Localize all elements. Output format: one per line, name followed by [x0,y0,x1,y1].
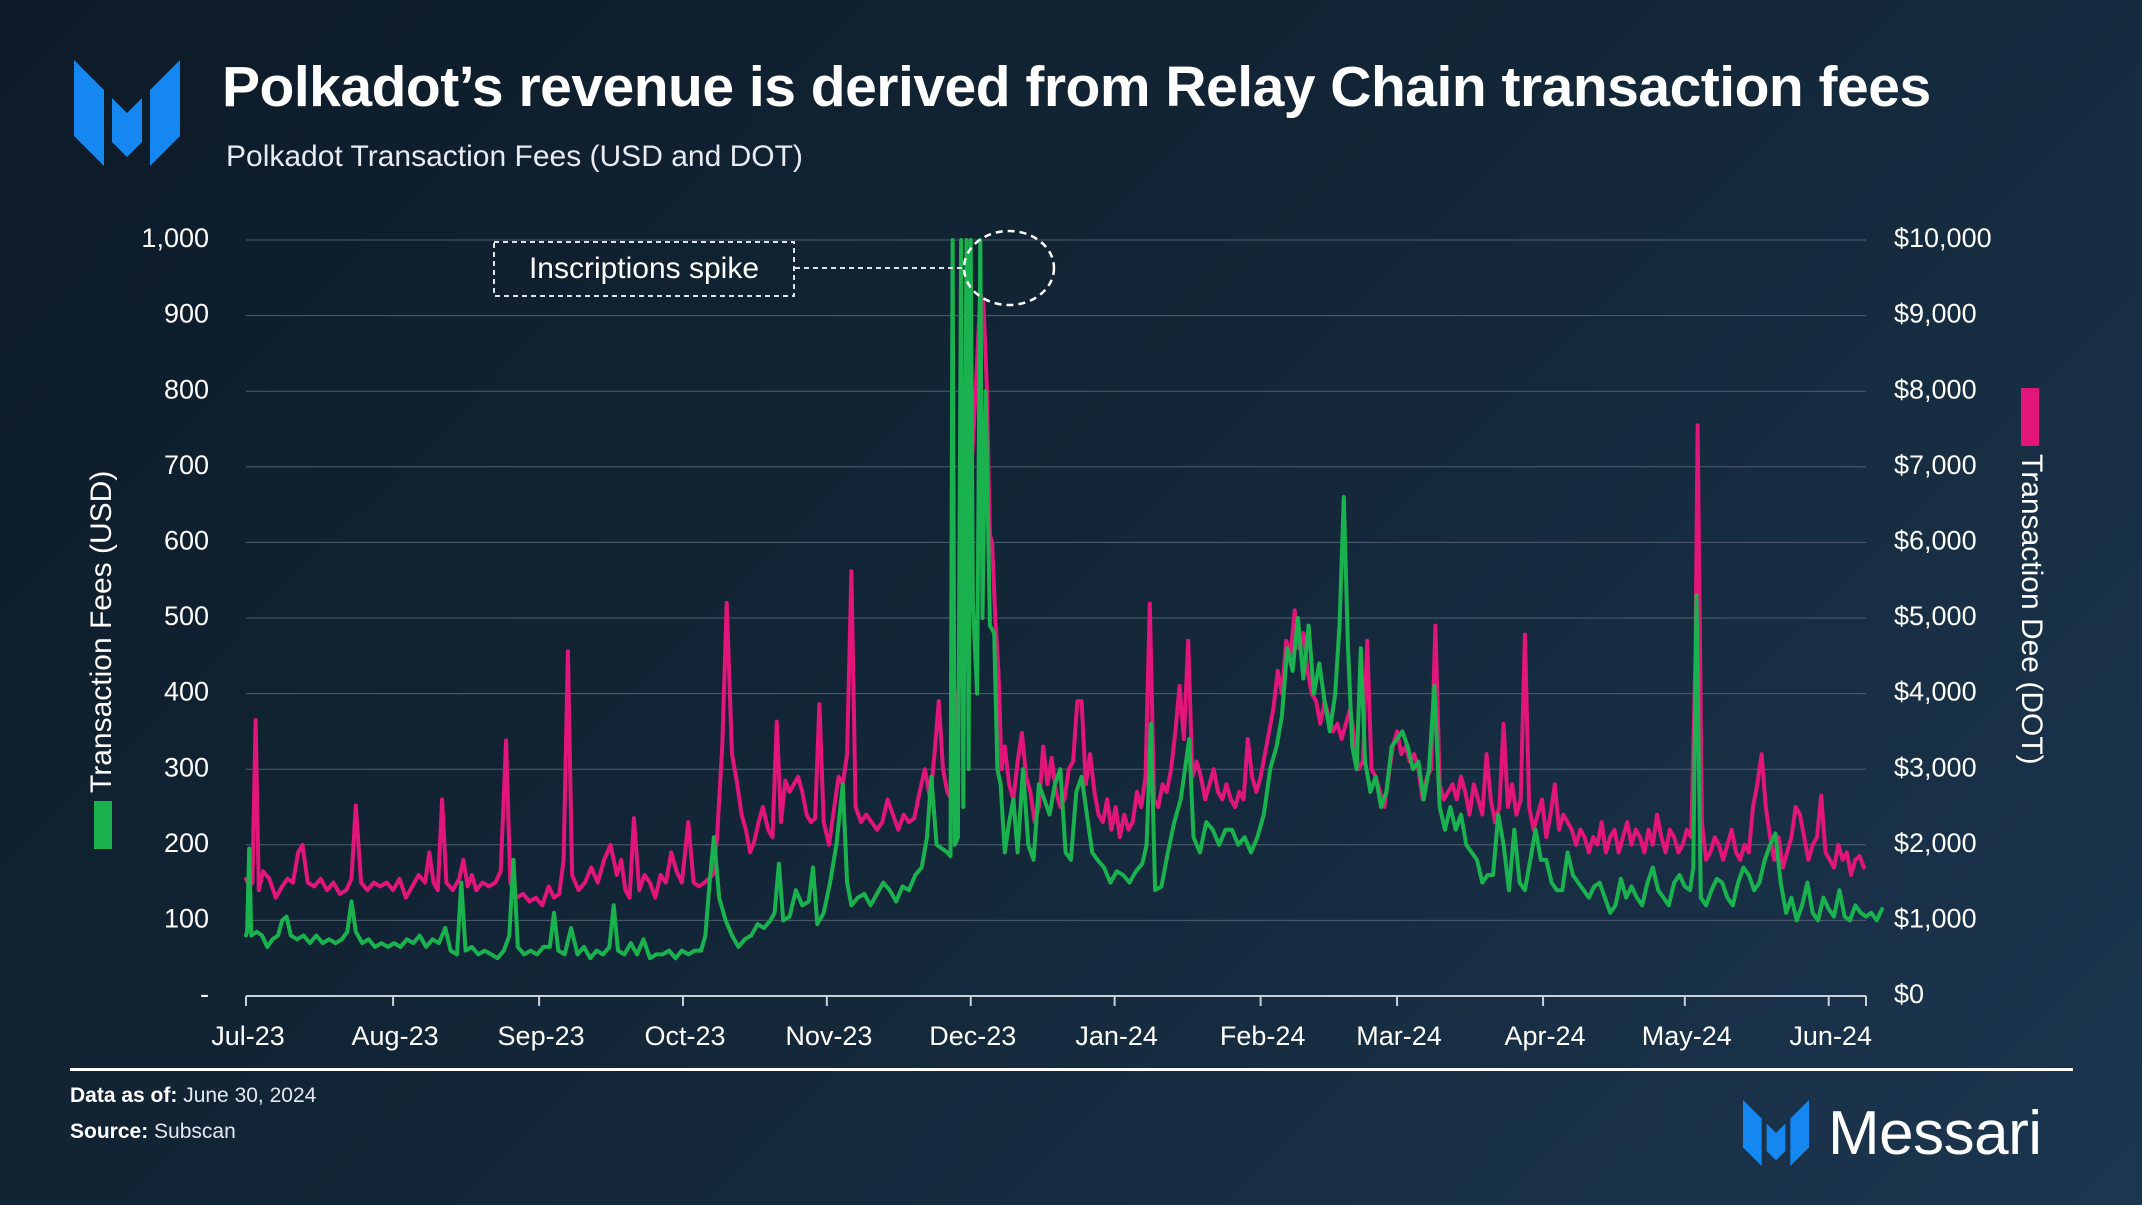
left-tick-label: 800 [164,374,209,404]
x-tick-label: Sep-23 [498,1021,585,1051]
left-tick-label: - [200,979,209,1009]
right-tick-label: $4,000 [1894,677,1977,707]
source-label: Source: [70,1120,149,1143]
page-title: Polkadot’s revenue is derived from Relay… [222,55,1931,119]
left-tick-label: 700 [164,450,209,480]
annotation-label: Inscriptions spike [529,252,759,285]
right-tick-label: $8,000 [1894,374,1977,404]
messari-logo-icon [74,60,180,166]
left-axis-label: Transaction Fees (USD) [85,471,118,793]
annotation-highlight-circle [962,229,1056,307]
data-series [244,238,1884,961]
left-axis-tick-labels: - 100 200 300 400 500 600 700 800 900 1,000 [141,223,209,1009]
x-tick-label: Jun-24 [1789,1021,1872,1051]
right-tick-label: $9,000 [1894,299,1977,329]
x-tick-label: Oct-23 [644,1021,725,1051]
chart-subtitle: Polkadot Transaction Fees (USD and DOT) [226,140,803,173]
x-tick-label: Jan-24 [1075,1021,1158,1051]
x-tick-label: Feb-24 [1220,1021,1306,1051]
right-axis-title: Transaction Dee (DOT) [2015,388,2048,765]
left-tick-label: 300 [164,752,209,782]
right-tick-label: $2,000 [1894,828,1977,858]
left-tick-label: 900 [164,299,209,329]
x-axis-tick-labels: Jul-23 Aug-23 Sep-23 Oct-23 Nov-23 Dec-23 Jan-… [211,1021,1872,1051]
right-tick-label: $7,000 [1894,450,1977,480]
right-tick-label: $3,000 [1894,752,1977,782]
x-tick-label: Aug-23 [352,1021,439,1051]
x-tick-label: Dec-23 [929,1021,1016,1051]
brand-name: Messari [1828,1098,2042,1168]
left-tick-label: 600 [164,526,209,556]
right-tick-label: $6,000 [1894,526,1977,556]
source-value: Subscan [154,1120,236,1143]
footer-divider [70,1068,2073,1071]
left-tick-label: 500 [164,601,209,631]
data-as-of-note: Data as of: June 30, 2024 [70,1084,316,1108]
left-tick-label: 1,000 [141,223,209,253]
x-tick-label: Apr-24 [1505,1021,1586,1051]
left-tick-label: 200 [164,828,209,858]
annotation-box [493,241,795,297]
x-tick-label: May-24 [1642,1021,1732,1051]
messari-brand-icon [1743,1100,1809,1166]
data-as-of-value: June 30, 2024 [183,1084,317,1107]
inscriptions-annotation: Inscriptions spike [493,229,1056,307]
data-as-of-label: Data as of: [70,1084,178,1107]
left-tick-label: 100 [164,904,209,934]
right-tick-label: $10,000 [1894,223,1992,253]
right-axis-tick-labels: $0 $1,000 $2,000 $3,000 $4,000 $5,000 $6,000 $7… [1894,223,1992,1009]
left-axis-title: Transaction Fees (USD) [85,471,118,849]
messari-brand: Messari [1742,1098,2042,1168]
x-tick-label: Nov-23 [785,1021,872,1051]
right-tick-label: $1,000 [1894,904,1977,934]
usd-fees-line [244,238,1884,961]
right-axis-label: Transaction Dee (DOT) [2015,454,2048,765]
x-axis-ticks [245,996,1867,1006]
source-note: Source: Subscan [70,1120,236,1144]
right-tick-label: $5,000 [1894,601,1977,631]
left-tick-label: 400 [164,677,209,707]
dot-fees-line [244,290,1866,908]
right-tick-label: $0 [1894,979,1924,1009]
x-tick-label: Mar-24 [1356,1021,1442,1051]
x-tick-label: Jul-23 [211,1021,285,1051]
dot-legend-swatch [2021,388,2039,446]
usd-legend-swatch [94,801,112,849]
grid-lines [246,239,1866,921]
